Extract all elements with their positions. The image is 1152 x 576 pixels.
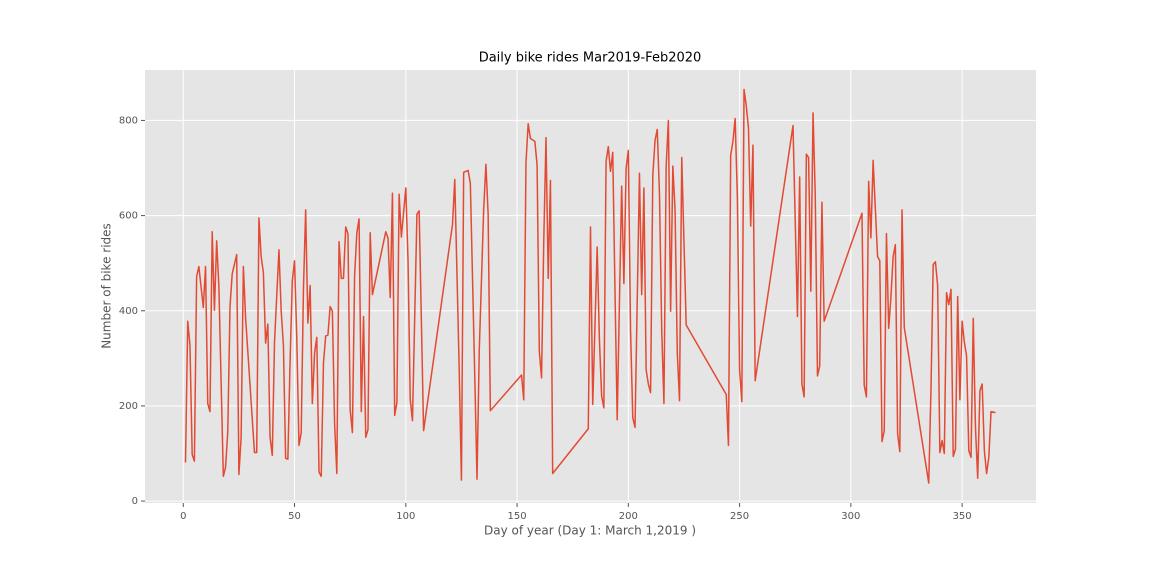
x-tick-label: 200 [619,511,638,522]
x-tick-label: 150 [508,511,527,522]
x-axis-label: Day of year (Day 1: March 1,2019 ) [484,524,696,538]
y-tick-label: 200 [119,401,138,412]
x-tick-label: 300 [841,511,860,522]
chart-title: Daily bike rides Mar2019-Feb2020 [479,51,702,66]
x-tick-label: 0 [180,511,186,522]
y-axis-label: Number of bike rides [100,223,114,349]
y-tick-label: 0 [132,496,138,507]
x-tick-label: 350 [953,511,972,522]
data-line [184,88,996,484]
x-tick-label: 100 [396,511,415,522]
x-tick-label: 250 [730,511,749,522]
y-tick-label: 600 [119,211,138,222]
y-tick-label: 800 [119,115,138,126]
y-tick-label: 400 [119,306,138,317]
x-tick-label: 50 [288,511,301,522]
